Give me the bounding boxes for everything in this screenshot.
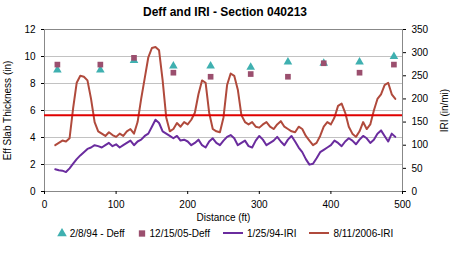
svg-text:4: 4	[30, 132, 36, 143]
svg-text:200: 200	[179, 199, 196, 210]
html-text:8/11/2006-IRI: 8/11/2006-IRI	[333, 227, 394, 239]
svg-text:Distance (ft): Distance (ft)	[197, 212, 251, 223]
svg-text:6: 6	[30, 105, 36, 116]
svg-text:150: 150	[412, 116, 429, 127]
html-text:1/25/94-IRI: 1/25/94-IRI	[247, 227, 297, 239]
svg-text:400: 400	[323, 199, 340, 210]
svg-text:300: 300	[251, 199, 268, 210]
svg-text:12: 12	[24, 24, 36, 35]
svg-text:250: 250	[412, 70, 429, 81]
svg-text:0: 0	[42, 199, 48, 210]
html-text:Deff and IRI - Section 040213: Deff and IRI - Section 040213	[143, 5, 307, 19]
svg-text:100: 100	[108, 199, 125, 210]
svg-text:300: 300	[412, 47, 429, 58]
svg-text:500: 500	[394, 199, 411, 210]
svg-text:100: 100	[412, 139, 429, 150]
svg-text:10: 10	[24, 51, 36, 62]
svg-text:2: 2	[30, 159, 36, 170]
html-text:12/15/05-Deff: 12/15/05-Deff	[149, 227, 210, 239]
svg-text:50: 50	[412, 163, 424, 174]
svg-text:Eff Slab Thickness (in): Eff Slab Thickness (in)	[2, 61, 13, 161]
svg-text:0: 0	[30, 186, 36, 197]
svg-text:350: 350	[412, 24, 429, 35]
svg-text:IRI (in/mi): IRI (in/mi)	[439, 89, 450, 132]
svg-text:8: 8	[30, 78, 36, 89]
svg-text:0: 0	[412, 186, 418, 197]
html-text:2/8/94 - Deff: 2/8/94 - Deff	[69, 227, 125, 239]
svg-text:200: 200	[412, 93, 429, 104]
